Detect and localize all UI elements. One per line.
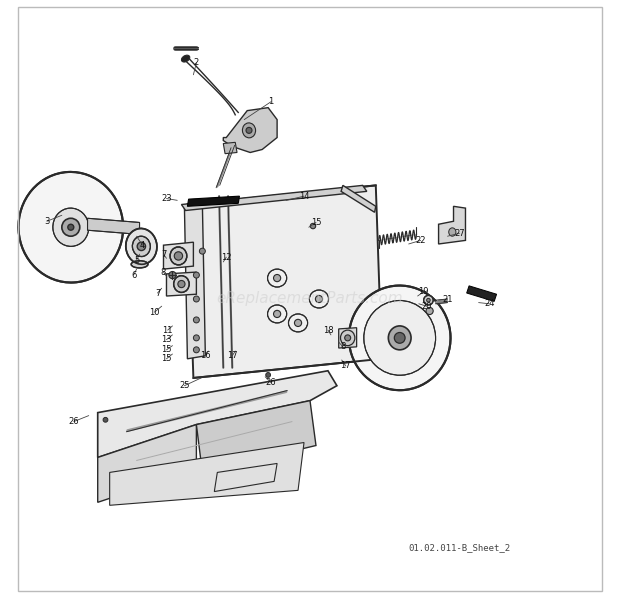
Ellipse shape	[169, 271, 176, 279]
Ellipse shape	[340, 330, 355, 346]
Polygon shape	[339, 328, 356, 348]
Text: 6: 6	[131, 270, 136, 280]
Text: 20: 20	[422, 301, 432, 311]
Text: 15: 15	[161, 345, 172, 355]
Ellipse shape	[193, 347, 200, 353]
Text: 8: 8	[161, 267, 166, 277]
Text: 24: 24	[484, 299, 495, 309]
Polygon shape	[167, 272, 197, 296]
Ellipse shape	[449, 228, 456, 236]
Ellipse shape	[174, 276, 189, 292]
Ellipse shape	[178, 280, 185, 288]
Text: 1: 1	[268, 97, 274, 106]
Ellipse shape	[273, 310, 281, 318]
Ellipse shape	[345, 335, 351, 341]
Polygon shape	[164, 242, 193, 269]
Ellipse shape	[349, 286, 451, 390]
Text: 19: 19	[418, 287, 429, 297]
Polygon shape	[110, 443, 304, 505]
Ellipse shape	[316, 295, 322, 303]
Polygon shape	[467, 286, 497, 301]
Ellipse shape	[170, 247, 187, 265]
Ellipse shape	[68, 224, 74, 230]
Text: 10: 10	[149, 307, 160, 317]
Ellipse shape	[174, 252, 183, 260]
Text: 27: 27	[454, 228, 465, 238]
Text: 13: 13	[161, 335, 172, 344]
Text: 15: 15	[161, 354, 172, 364]
Ellipse shape	[294, 319, 301, 327]
Polygon shape	[187, 185, 382, 378]
Text: 11: 11	[162, 325, 173, 335]
Ellipse shape	[288, 314, 308, 332]
Text: 7: 7	[161, 249, 166, 259]
Ellipse shape	[53, 208, 89, 246]
Ellipse shape	[103, 417, 108, 422]
Ellipse shape	[268, 305, 286, 323]
Text: 01.02.011-B_Sheet_2: 01.02.011-B_Sheet_2	[409, 542, 510, 552]
Ellipse shape	[423, 295, 433, 305]
Polygon shape	[184, 203, 205, 359]
Polygon shape	[98, 371, 337, 457]
Ellipse shape	[364, 301, 436, 375]
Ellipse shape	[62, 218, 80, 236]
Text: 14: 14	[299, 191, 309, 201]
Text: 21: 21	[442, 294, 453, 304]
Polygon shape	[223, 108, 277, 152]
Ellipse shape	[131, 261, 148, 268]
Text: 5: 5	[134, 255, 140, 265]
Polygon shape	[438, 206, 466, 244]
Text: 23: 23	[161, 194, 172, 203]
Ellipse shape	[193, 317, 200, 323]
Ellipse shape	[133, 236, 150, 257]
Ellipse shape	[242, 123, 255, 138]
Text: 7: 7	[155, 288, 160, 298]
Ellipse shape	[193, 335, 200, 341]
Ellipse shape	[126, 228, 157, 264]
Ellipse shape	[193, 296, 200, 302]
Text: 25: 25	[179, 381, 190, 390]
Text: eReplacementParts.com: eReplacementParts.com	[216, 291, 404, 307]
Text: 17: 17	[227, 351, 237, 361]
Text: 16: 16	[200, 351, 211, 361]
Ellipse shape	[268, 269, 286, 287]
Polygon shape	[215, 463, 277, 492]
Text: 26: 26	[68, 417, 79, 426]
Polygon shape	[87, 218, 140, 234]
Ellipse shape	[193, 272, 200, 278]
Ellipse shape	[246, 127, 252, 133]
Text: 18: 18	[322, 325, 334, 335]
Polygon shape	[223, 142, 237, 154]
Text: 22: 22	[415, 236, 426, 245]
Ellipse shape	[426, 307, 433, 315]
Polygon shape	[182, 185, 367, 210]
Text: 8: 8	[340, 342, 345, 352]
Text: 26: 26	[266, 378, 277, 388]
Ellipse shape	[266, 373, 270, 377]
Ellipse shape	[427, 298, 430, 302]
Polygon shape	[341, 185, 376, 212]
Text: 15: 15	[311, 218, 321, 227]
Text: 2: 2	[194, 58, 199, 68]
Ellipse shape	[394, 332, 405, 343]
Polygon shape	[187, 196, 239, 206]
Polygon shape	[197, 401, 316, 472]
Text: 12: 12	[221, 252, 231, 262]
Ellipse shape	[137, 242, 146, 251]
Ellipse shape	[309, 290, 329, 308]
Ellipse shape	[273, 274, 281, 282]
Text: 4: 4	[140, 240, 145, 250]
Text: 17: 17	[340, 361, 351, 371]
Ellipse shape	[310, 224, 316, 228]
Ellipse shape	[200, 248, 205, 254]
Polygon shape	[98, 425, 197, 502]
Ellipse shape	[388, 326, 411, 350]
Ellipse shape	[182, 55, 190, 62]
Text: 3: 3	[44, 216, 50, 226]
Ellipse shape	[19, 172, 123, 282]
